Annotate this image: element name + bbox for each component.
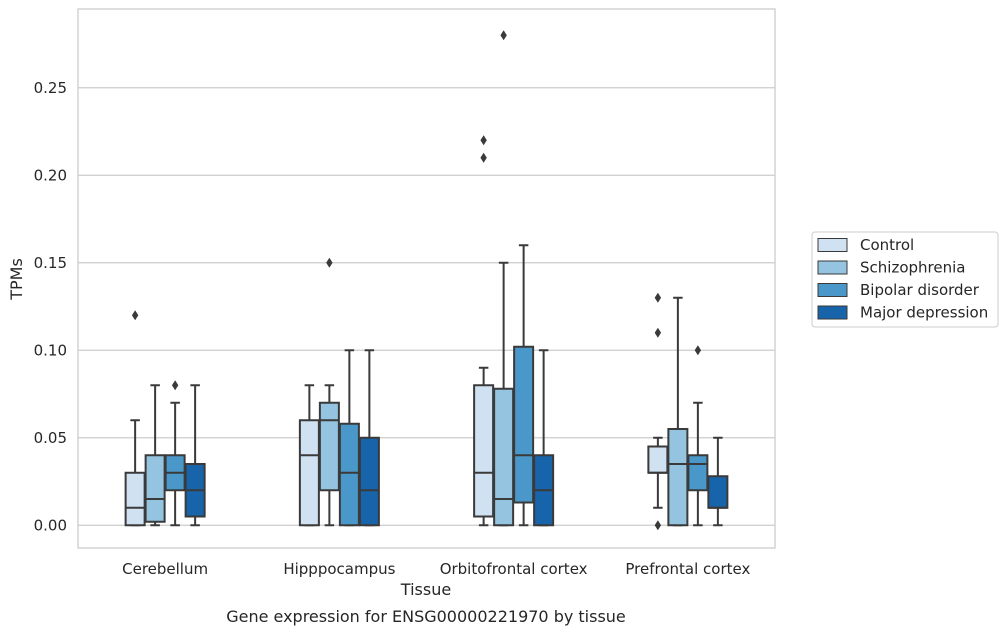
outlier-point-0 [131, 310, 139, 321]
legend: Control Schizophrenia Bipolar disorder Majo… [811, 231, 999, 328]
legend-swatch-3 [817, 305, 848, 320]
box-body [318, 401, 340, 492]
boxes-layer [124, 30, 729, 531]
x-axis-ticks: Cerebellum Hipppocampus Orbitofrontal cort… [122, 560, 750, 578]
box-body [687, 454, 709, 492]
box-body [667, 428, 689, 527]
box-body [298, 419, 320, 527]
outlier-point-0 [171, 380, 179, 391]
box-body [647, 445, 669, 474]
box-0-0 [124, 310, 146, 527]
box-3-3 [707, 436, 729, 527]
y-tick-label-5: 0.25 [34, 79, 67, 97]
legend-label-0: Control [860, 236, 914, 254]
box-body [338, 422, 360, 527]
outlier-point-0 [694, 345, 702, 356]
plot-frame [77, 8, 776, 549]
legend-label-2: Bipolar disorder [860, 281, 980, 299]
y-axis-label: TPMs [7, 258, 26, 301]
legend-label-1: Schizophrenia [860, 259, 965, 277]
outlier-point-1 [654, 327, 662, 338]
x-axis-label: Tissue [400, 580, 451, 599]
box-3-0 [184, 384, 206, 527]
legend-swatch-0 [817, 238, 848, 252]
y-axis-ticks: 0.00 0.05 0.10 0.15 0.20 0.25 [34, 79, 67, 535]
box-3-1 [358, 349, 380, 527]
legend-swatch-2 [817, 283, 848, 297]
box-body [144, 454, 166, 523]
box-body [707, 475, 729, 509]
outlier-point-0 [654, 520, 662, 531]
x-tick-label-2: Orbitofrontal cortex [440, 560, 588, 578]
outlier-point-0 [480, 152, 487, 163]
box-body [513, 345, 535, 504]
legend-frame [811, 231, 999, 328]
box-2-3 [687, 345, 709, 527]
y-tick-label-3: 0.15 [34, 254, 67, 272]
x-tick-label-3: Prefrontal cortex [625, 560, 750, 578]
box-body [473, 384, 495, 518]
box-3-2 [533, 349, 555, 527]
x-tick-label-1: Hipppocampus [283, 560, 395, 578]
box-2-2 [513, 244, 535, 527]
box-2-0 [164, 380, 186, 527]
y-tick-label-0: 0.00 [34, 516, 67, 534]
chart-caption: Gene expression for ENSG00000221970 by t… [226, 607, 626, 626]
y-tick-label-1: 0.05 [34, 429, 67, 447]
box-body [493, 387, 515, 527]
outlier-point-2 [654, 292, 662, 303]
outlier-point-0 [500, 30, 507, 41]
outlier-point-1 [480, 135, 487, 146]
box-body [358, 436, 380, 527]
legend-swatch-1 [817, 260, 848, 275]
x-tick-label-0: Cerebellum [122, 560, 208, 578]
legend-label-3: Major depression [860, 304, 988, 322]
box-body [124, 471, 146, 527]
box-1-2 [493, 30, 515, 527]
outlier-point-0 [326, 257, 333, 268]
y-tick-label-4: 0.20 [34, 166, 67, 184]
y-tick-label-2: 0.10 [34, 341, 67, 359]
